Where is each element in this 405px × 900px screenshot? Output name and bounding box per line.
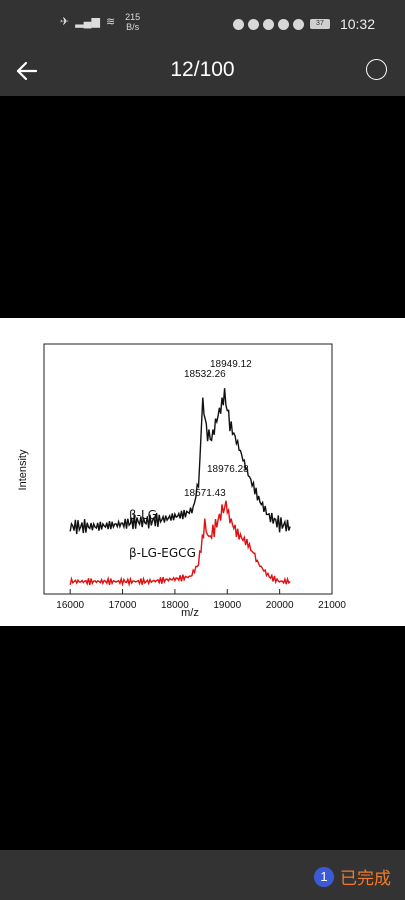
network-speed: 215 B/s bbox=[125, 12, 140, 32]
app-header: 12/100 bbox=[0, 46, 405, 96]
status-left: ✈ ▂▄▆ ≋ 215 B/s bbox=[60, 12, 140, 32]
bottom-bar: 1 已完成 bbox=[0, 850, 405, 900]
series-label-b-lg-egcg: β-LG-EGCG bbox=[129, 546, 196, 560]
x-tick-label: 20000 bbox=[266, 600, 294, 611]
peak-label: 18976.28 bbox=[207, 464, 249, 475]
notification-icon bbox=[277, 18, 289, 30]
x-tick-label: 19000 bbox=[213, 600, 241, 611]
select-checkbox[interactable] bbox=[366, 59, 387, 80]
selected-count-badge: 1 bbox=[314, 866, 334, 887]
network-speed-value: 215 bbox=[125, 12, 141, 22]
notification-icon bbox=[292, 18, 304, 30]
peak-label: 18532.26 bbox=[184, 369, 226, 380]
clock: 10:32 bbox=[339, 16, 375, 32]
series-label-b-lg: β-LG bbox=[129, 508, 157, 522]
done-button[interactable]: 1 已完成 bbox=[314, 864, 391, 889]
x-tick-label: 16000 bbox=[56, 600, 84, 611]
y-axis-label: Intensity bbox=[17, 449, 29, 490]
battery-icon: 37 bbox=[309, 19, 330, 29]
status-right: 37 10:32 bbox=[232, 16, 375, 32]
x-axis-label: m/z bbox=[181, 607, 199, 619]
done-label: 已完成 bbox=[340, 869, 391, 889]
back-arrow-icon[interactable] bbox=[14, 58, 40, 84]
page-counter: 12/100 bbox=[170, 58, 235, 81]
plot-frame bbox=[43, 343, 333, 595]
network-speed-unit: B/s bbox=[126, 22, 140, 32]
notification-icon bbox=[247, 18, 259, 30]
peak-label: 18571.43 bbox=[184, 488, 226, 499]
series-line-b-lg-egcg bbox=[69, 500, 291, 587]
x-tick-label: 21000 bbox=[318, 600, 346, 611]
wifi-icon: ≋ bbox=[105, 15, 116, 28]
signal-icon: ▂▄▆ bbox=[75, 15, 100, 28]
x-tick-label: 17000 bbox=[109, 600, 137, 611]
x-tick-label: 18000 bbox=[161, 600, 189, 611]
notification-icon bbox=[262, 18, 274, 30]
nfc-icon: ✈ bbox=[60, 15, 70, 28]
status-bar: ✈ ▂▄▆ ≋ 215 B/s 37 10:32 bbox=[0, 0, 405, 46]
peak-label: 18949.12 bbox=[210, 359, 252, 370]
notification-icon bbox=[232, 18, 244, 30]
mass-spectrum-chart: 16000 17000 18000 19000 20000 21000 m/z Inten… bbox=[17, 343, 346, 619]
image-viewer[interactable]: 16000 17000 18000 19000 20000 21000 m/z Inten… bbox=[0, 318, 405, 626]
series-line-b-lg bbox=[69, 388, 291, 535]
